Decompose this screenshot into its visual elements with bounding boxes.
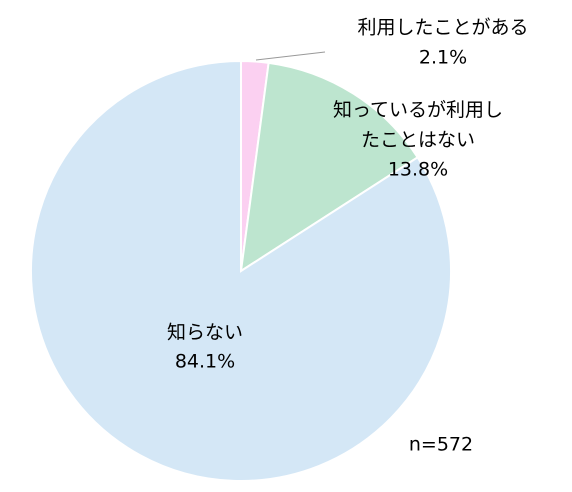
slice-value-label: 84.1% [175,351,235,373]
pie-slice [239,61,419,274]
pie-slice [30,59,452,482]
slice-value-label: 13.8% [388,159,448,181]
slice-label: 知らない [167,322,243,344]
slice-label: 利用したことがある [357,17,528,39]
leader-line [255,51,326,61]
slice-value-label: 2.1% [419,47,467,69]
sample-size-note: n=572 [409,434,473,456]
slice-label: 知っているが利用したことはない [333,99,503,151]
